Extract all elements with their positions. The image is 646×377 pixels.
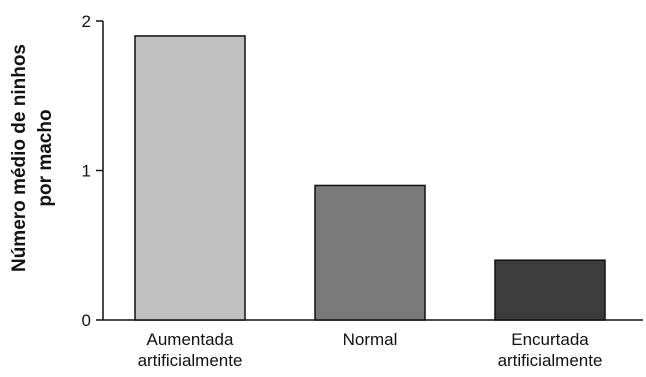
x-tick-label: Aumentada artificialmente [138, 330, 243, 370]
x-tick-label: Normal [343, 330, 398, 349]
y-axis-title-area: Número médio de ninhos por macho [0, 0, 90, 320]
y-tick-label: 0 [82, 311, 91, 330]
bar [134, 35, 246, 321]
bar [494, 259, 606, 321]
y-tick-label: 2 [82, 12, 91, 31]
y-tick-label: 1 [82, 162, 91, 181]
y-axis-title: Número médio de ninhos por macho [9, 43, 56, 273]
x-tick-label: Encurtada artificialmente [498, 330, 603, 370]
bar [314, 184, 426, 321]
